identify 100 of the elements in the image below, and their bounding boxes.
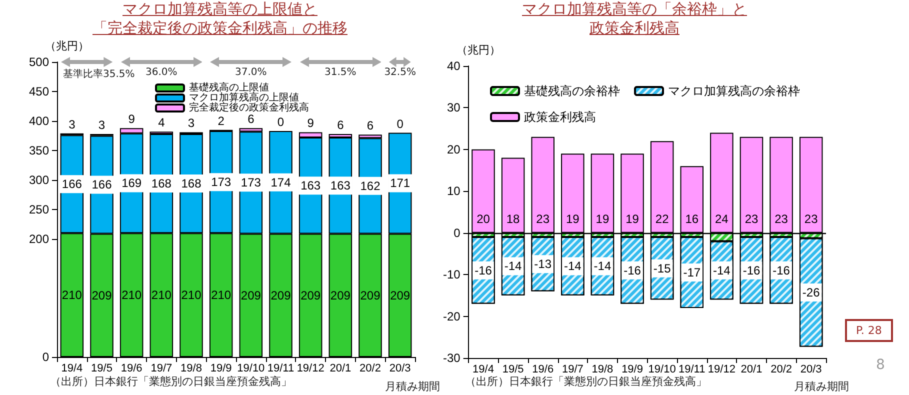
legend-label: マクロ加算残高の上限値: [189, 92, 299, 104]
data-label: 209: [240, 288, 262, 302]
data-label: 209: [330, 288, 351, 302]
data-label: 9: [128, 112, 136, 126]
x-tick-label: 19/8: [180, 362, 202, 374]
data-label: -26: [802, 286, 820, 300]
x-tick-label: 19/6: [120, 362, 142, 374]
data-label: 166: [62, 177, 82, 192]
y-tick-label: 250: [28, 202, 50, 216]
x-tick-label: 19/4: [472, 364, 494, 376]
data-label: 2: [218, 114, 225, 128]
data-label: 24: [715, 212, 729, 226]
x-tick-label: 20/2: [770, 364, 792, 376]
x-tick-label: 20/1: [740, 364, 762, 376]
data-label: 19: [596, 212, 610, 226]
data-label: 174: [270, 175, 292, 190]
y-tick-label: 0: [42, 350, 50, 364]
legend-label: 完全裁定後の政策金利残高: [189, 102, 309, 114]
y-tick-label: 20: [446, 142, 461, 156]
text: P. 28: [845, 319, 893, 342]
data-label: 6: [337, 118, 344, 132]
data-label: 171: [390, 176, 410, 190]
y-tick-label: 300: [28, 173, 50, 187]
data-label: 19: [566, 212, 580, 226]
annotation: 基準比率35.5%: [63, 68, 135, 81]
data-label: 163: [330, 178, 351, 193]
x-tick-label: 19/7: [562, 364, 584, 376]
data-label: 23: [536, 212, 550, 226]
data-label: 4: [158, 116, 166, 130]
data-label: 16: [685, 212, 699, 226]
data-label: -13: [534, 257, 552, 272]
data-label: 168: [181, 176, 202, 191]
data-label: 3: [188, 116, 195, 130]
data-label: -14: [564, 259, 582, 274]
y-tick-label: -20: [443, 309, 461, 324]
data-label: -16: [474, 263, 492, 278]
x-tick-label: 19/4: [61, 362, 83, 374]
text: 8: [876, 357, 885, 373]
legend-label: マクロ加算残高の余裕枠: [668, 84, 800, 98]
data-label: 173: [240, 176, 262, 190]
data-label: 168: [151, 176, 172, 191]
y-tick-label: -30: [443, 351, 461, 365]
data-label: 210: [62, 288, 82, 302]
data-label: -14: [504, 259, 522, 274]
data-label: 209: [360, 288, 381, 302]
text: （出所）日本銀行「業態別の日銀当座預金残高」: [465, 374, 707, 389]
x-tick-label: 20/2: [360, 362, 381, 374]
y-tick-label: 350: [28, 144, 50, 158]
x-tick-label: 19/5: [502, 364, 524, 376]
data-label: 6: [366, 118, 374, 133]
text: （出所）日本銀行「業態別の日銀当座預金残高」: [50, 374, 292, 389]
x-tick-label: 19/7: [150, 362, 172, 374]
chart-subtitle: 政策金利残高: [590, 19, 680, 37]
y-tick-label: 450: [28, 84, 50, 98]
data-label: -16: [742, 263, 760, 278]
annotation: 36.0%: [146, 67, 178, 78]
legend-label: 基礎残高の上限値: [189, 82, 269, 94]
data-label: 173: [211, 175, 232, 190]
x-tick-label: 19/9: [210, 362, 232, 374]
x-tick-label: 19/5: [91, 362, 112, 374]
chart-title: マクロ加算残高等の「余裕枠」と: [522, 0, 747, 18]
data-label: 209: [390, 288, 410, 302]
data-label: 22: [655, 212, 670, 226]
x-tick-label: 19/11: [267, 362, 294, 374]
data-label: 163: [300, 178, 321, 193]
y-tick-label: 30: [446, 100, 461, 115]
x-tick-label: 20/3: [800, 364, 822, 376]
data-label: 23: [804, 212, 818, 226]
annotation: 31.5%: [324, 67, 356, 78]
data-label: 210: [151, 288, 172, 302]
data-label: -14: [713, 263, 731, 278]
x-tick-label: 19/12: [296, 362, 324, 374]
data-label: -16: [624, 263, 642, 278]
annotation: 37.0%: [235, 67, 267, 78]
x-tick-label: 19/9: [622, 364, 643, 376]
data-label: -15: [653, 261, 672, 276]
x-tick-label: 19/6: [532, 364, 554, 376]
legend-label: 政策金利残高: [524, 110, 596, 124]
data-label: 169: [122, 176, 142, 190]
data-label: 3: [68, 117, 76, 132]
data-label: 23: [744, 212, 758, 226]
data-label: -16: [772, 263, 790, 278]
x-tick-label: 19/10: [237, 362, 265, 374]
y-tick-label: 10: [446, 184, 461, 198]
data-label: 3: [98, 118, 106, 132]
data-label: 23: [774, 212, 788, 226]
y-tick-label: 500: [28, 55, 50, 69]
data-label: 166: [92, 178, 112, 192]
x-tick-label: 19/12: [708, 364, 736, 376]
data-label: 209: [300, 288, 321, 302]
chart-title: マクロ加算残高等の上限値と: [122, 0, 318, 18]
data-label: 9: [307, 116, 314, 130]
data-label: -14: [594, 259, 612, 274]
y-axis-title: （兆円）: [45, 40, 89, 52]
data-label: 0: [396, 116, 404, 131]
data-label: 6: [248, 112, 255, 126]
annotation: 32.5%: [384, 67, 416, 78]
data-label: 18: [506, 212, 520, 226]
data-label: 209: [92, 288, 112, 302]
x-tick-label: 19/11: [678, 364, 706, 376]
